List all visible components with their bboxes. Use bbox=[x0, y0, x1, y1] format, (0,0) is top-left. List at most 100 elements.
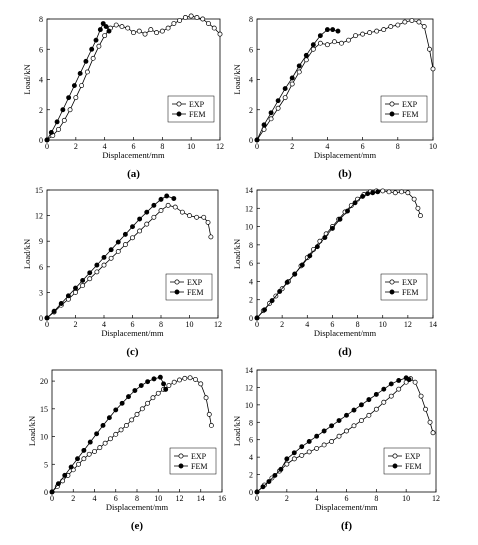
fem-data-point bbox=[307, 253, 313, 259]
x-tick-label: 6 bbox=[131, 320, 135, 329]
fem-data-point bbox=[65, 293, 71, 299]
x-tick-label: 10 bbox=[186, 320, 194, 329]
fem-data-point bbox=[336, 418, 342, 423]
exp-data-point bbox=[113, 22, 119, 28]
exp-data-point bbox=[366, 412, 372, 418]
fem-data-point bbox=[303, 52, 309, 58]
y-tick-label: 0 bbox=[44, 488, 48, 497]
fem-data-point bbox=[171, 196, 177, 201]
y-tick-label: 15 bbox=[35, 186, 43, 195]
y-tick-label: 8 bbox=[39, 15, 43, 24]
fem-data-point bbox=[100, 423, 106, 428]
x-tick-label: 10 bbox=[187, 142, 195, 151]
exp-data-point bbox=[386, 189, 392, 195]
fem-data-point bbox=[262, 307, 267, 313]
legend-label-fem: FEM bbox=[189, 110, 205, 119]
exp-data-point bbox=[154, 30, 160, 36]
exp-data-point bbox=[129, 417, 135, 423]
fem-data-point bbox=[115, 239, 121, 245]
panel-label: (a) bbox=[127, 168, 140, 180]
exp-data-point bbox=[430, 66, 436, 72]
exp-data-point bbox=[415, 205, 421, 211]
y-tick-label: 10 bbox=[245, 401, 253, 410]
exp-data-point bbox=[418, 393, 424, 399]
fem-data-point bbox=[351, 407, 357, 413]
legend-marker-exp bbox=[174, 279, 180, 285]
y-tick-label: 12 bbox=[245, 204, 253, 213]
y-tick-label: 2 bbox=[249, 471, 253, 480]
x-tick-label: 12 bbox=[216, 142, 224, 151]
exp-data-point bbox=[144, 221, 150, 227]
y-tick-label: 6 bbox=[39, 263, 43, 272]
x-axis-title: Displacement/mm bbox=[101, 328, 164, 338]
legend-label-fem: FEM bbox=[402, 110, 418, 119]
fem-data-point bbox=[324, 27, 330, 33]
exp-data-point bbox=[206, 411, 212, 417]
y-tick-label: 0 bbox=[249, 314, 253, 323]
fem-data-point bbox=[275, 98, 281, 104]
exp-data-point bbox=[206, 21, 211, 26]
exp-data-point bbox=[399, 189, 405, 195]
x-tick-label: 12 bbox=[176, 494, 184, 503]
y-tick-label: 4 bbox=[249, 76, 253, 85]
y-tick-label: 12 bbox=[245, 383, 253, 392]
fem-data-point bbox=[68, 464, 74, 470]
x-tick-label: 4 bbox=[103, 142, 107, 151]
x-tick-label: 8 bbox=[135, 494, 139, 503]
x-tick-label: 10 bbox=[154, 494, 162, 503]
legend-marker-fem bbox=[392, 463, 398, 469]
exp-data-point bbox=[130, 235, 135, 241]
fem-data-point bbox=[122, 231, 128, 237]
exp-data-point bbox=[329, 439, 335, 444]
exp-data-point bbox=[416, 19, 422, 25]
exp-data-point bbox=[158, 208, 164, 213]
x-tick-label: 16 bbox=[218, 494, 226, 503]
y-tick-label: 2 bbox=[249, 296, 253, 305]
x-tick-label: 0 bbox=[255, 142, 259, 151]
fem-data-point bbox=[94, 431, 100, 437]
x-tick-label: 10 bbox=[402, 494, 410, 503]
exp-data-point bbox=[115, 248, 121, 254]
exp-data-point bbox=[80, 283, 86, 289]
legend-label-exp: EXP bbox=[191, 452, 207, 461]
exp-data-point bbox=[150, 395, 156, 401]
exp-data-point bbox=[165, 25, 171, 31]
legend-marker-fem bbox=[389, 111, 395, 117]
panel-label: (e) bbox=[131, 520, 144, 532]
fem-data-point bbox=[144, 209, 150, 215]
fem-data-point bbox=[94, 262, 100, 268]
exp-data-point bbox=[76, 461, 82, 467]
legend-label-exp: EXP bbox=[402, 278, 418, 287]
x-tick-label: 4 bbox=[325, 142, 329, 151]
fem-data-point bbox=[314, 244, 320, 250]
fem-data-point bbox=[93, 37, 99, 43]
fem-data-point bbox=[113, 407, 119, 413]
fem-data-point bbox=[291, 450, 297, 456]
fem-data-point bbox=[44, 137, 50, 143]
exp-data-point bbox=[102, 440, 108, 446]
panel-label: (c) bbox=[126, 346, 139, 358]
chart-panel-2: 0 2 4 6 8 10 0 2 4 6 8 Displacement/mm Load/kN (b) EXP… bbox=[232, 15, 437, 180]
exp-data-point bbox=[179, 209, 185, 215]
fem-data-point bbox=[373, 391, 379, 397]
fem-data-point bbox=[278, 466, 284, 472]
y-axis-title: Load/kN bbox=[232, 416, 242, 446]
fem-data-point bbox=[282, 86, 288, 92]
legend-box bbox=[380, 95, 428, 123]
x-tick-label: 12 bbox=[432, 494, 440, 503]
exp-data-point bbox=[427, 46, 432, 52]
exp-data-point bbox=[102, 33, 108, 39]
fem-data-point bbox=[60, 107, 66, 113]
fem-data-point bbox=[77, 70, 83, 76]
fem-data-point bbox=[289, 75, 295, 81]
fem-data-point bbox=[49, 489, 55, 495]
fem-data-point bbox=[375, 189, 381, 195]
x-tick-label: 0 bbox=[255, 494, 259, 503]
exp-data-point bbox=[336, 433, 342, 439]
exp-data-point bbox=[289, 81, 295, 87]
fem-data-point bbox=[292, 271, 298, 277]
y-tick-label: 6 bbox=[249, 259, 253, 268]
legend-marker-exp bbox=[176, 101, 182, 107]
exp-data-point bbox=[159, 28, 165, 34]
legend-marker-exp bbox=[389, 279, 395, 285]
